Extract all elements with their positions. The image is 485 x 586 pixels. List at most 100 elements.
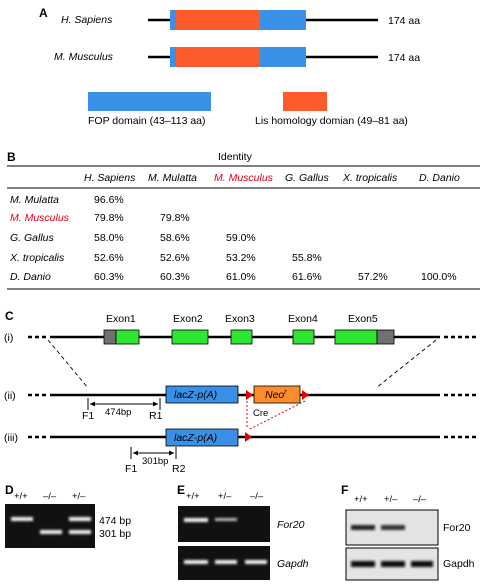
primer-reverse-label: R1 (149, 410, 163, 422)
lane-label: –/– (250, 491, 264, 502)
lane-label: +/+ (354, 494, 368, 505)
protein-length: 174 aa (388, 15, 420, 27)
legend-label-lis: Lis homology domian (49–81 aa) (255, 115, 408, 127)
gel-band (69, 517, 91, 521)
locus-row-targeted: (ii) lacZ-p(A) Neor 474bp F1 R1 Cre (4, 385, 476, 422)
protein-label: For20 (443, 522, 471, 534)
amplicon-size: 474bp (105, 407, 131, 418)
guide-line-right (375, 339, 437, 389)
loxp-site (302, 390, 309, 400)
row-label: (ii) (4, 390, 16, 402)
panel-d-letter: D (5, 483, 14, 497)
row-species: D. Danio (10, 271, 51, 283)
exon1-utr (103, 329, 117, 345)
table-cell: 100.0% (421, 271, 457, 283)
lis-domain (176, 10, 260, 30)
column-header: X. tropicalis (342, 172, 398, 184)
exon-label: Exon4 (288, 313, 318, 325)
cre-line-right (247, 400, 306, 431)
primer-forward-label: F1 (125, 463, 137, 475)
gel-band (11, 517, 33, 521)
table-cell: 79.8% (94, 212, 124, 224)
gel-band (245, 560, 267, 564)
neo-cassette (253, 385, 301, 404)
exon-label: Exon2 (173, 313, 203, 325)
row-species: G. Gallus (10, 232, 55, 244)
exon3 (230, 329, 253, 345)
table-row: M. Mulatta 96.6% (10, 194, 124, 206)
arrow-head (169, 450, 174, 456)
gene-label: For20 (277, 519, 305, 531)
table-cell: 61.0% (226, 271, 256, 283)
blot-band (351, 525, 375, 530)
loxp-site (246, 390, 253, 400)
table-cell: 55.8% (292, 252, 322, 264)
column-header: M. Mulatta (148, 172, 197, 184)
protein-species-label: H. Sapiens (61, 14, 113, 26)
lane-label: –/– (413, 494, 427, 505)
column-header: M. Musculus (214, 172, 274, 184)
exon1 (115, 329, 140, 345)
panel-f: F +/+ +/– –/– For20 Gapdh (341, 483, 475, 581)
gel-band (40, 530, 62, 534)
gel-band (215, 518, 237, 521)
primer-forward-label: F1 (82, 410, 94, 422)
lane-label: +/– (72, 491, 86, 502)
exon5-utr (376, 329, 395, 345)
gel-bands (184, 518, 267, 564)
protein-species-label: M. Musculus (54, 51, 114, 63)
table-cell: 58.0% (94, 232, 124, 244)
table-cell: 79.8% (160, 212, 190, 224)
panel-d: D +/+ –/– +/– 474 bp 301 bp (5, 483, 131, 548)
table-row: M. Musculus 79.8% 79.8% (10, 212, 190, 224)
gel-band (69, 530, 91, 534)
lane-label: +/– (384, 494, 398, 505)
panel-e-letter: E (177, 483, 185, 497)
column-header: D. Danio (419, 172, 460, 184)
identity-header: Identity (218, 151, 253, 163)
table-cell: 60.3% (160, 271, 190, 283)
domain-legend: FOP domain (43–113 aa) Lis homology domi… (88, 92, 408, 127)
table-cell: 59.0% (226, 232, 256, 244)
protein-h-sapiens: H. Sapiens 174 aa (61, 10, 420, 30)
row-species: M. Mulatta (10, 194, 59, 206)
guide-line-left (47, 339, 89, 389)
lane-label: +/+ (14, 491, 28, 502)
table-cell: 96.6% (94, 194, 124, 206)
gel-band (215, 560, 237, 564)
gel-bands (11, 517, 91, 534)
table-row: X. tropicalis 52.6% 52.6% 53.2% 55.8% (9, 252, 322, 264)
cre-label: Cre (253, 408, 268, 419)
amplicon-size: 301bp (142, 456, 168, 467)
column-header: G. Gallus (285, 172, 330, 184)
lacz-cassette (165, 428, 239, 447)
lis-domain (176, 47, 260, 67)
arrow-head (153, 401, 158, 407)
band-size-label: 474 bp (99, 515, 131, 527)
lane-label: +/+ (186, 491, 200, 502)
gene-label: Gapdh (277, 558, 309, 570)
blot-band (381, 561, 405, 567)
protein-length: 174 aa (388, 52, 420, 64)
arrow-head (133, 450, 138, 456)
exon-label: Exon1 (106, 313, 136, 325)
legend-swatch-fop (88, 92, 211, 111)
protein-m-musculus: M. Musculus 174 aa (54, 47, 420, 67)
column-header: H. Sapiens (84, 172, 136, 184)
gel-band (184, 560, 208, 564)
rtpcr-gel-for20 (178, 506, 270, 542)
legend-swatch-lis (283, 92, 327, 111)
protein-label: Gapdh (443, 558, 475, 570)
neo-label: Neor (265, 389, 287, 401)
row-species: X. tropicalis (9, 252, 65, 264)
arrow-head (90, 401, 95, 407)
blot-band (351, 561, 375, 567)
lacz-label: lacZ-p(A) (174, 389, 217, 401)
table-cell: 58.6% (160, 232, 190, 244)
row-species: M. Musculus (10, 212, 70, 224)
panel-c: C Exon1 Exon2 Exon3 Exon4 Exon5 (i) (ii) (4, 309, 476, 475)
panel-b: B Identity H. Sapiens M. Mulatta M. Musc… (7, 150, 480, 290)
table-row: G. Gallus 58.0% 58.6% 59.0% (10, 232, 256, 244)
table-cell: 57.2% (358, 271, 388, 283)
panel-e: E +/+ +/– –/– For20 Gapdh (177, 483, 309, 580)
